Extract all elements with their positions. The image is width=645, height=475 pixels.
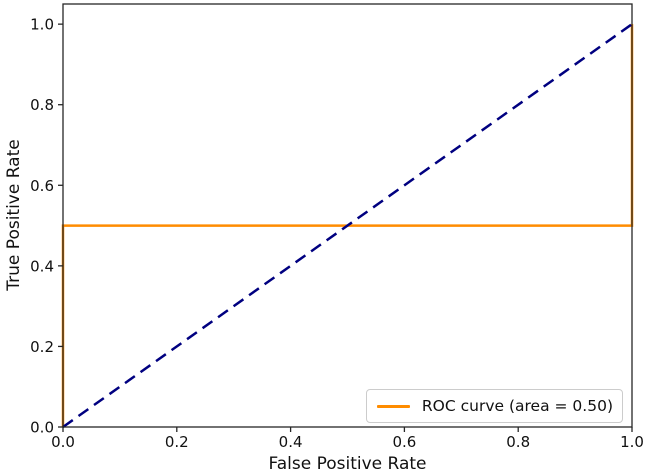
- legend-label: ROC curve (area = 0.50): [421, 397, 613, 415]
- y-tick-label: 1.0: [30, 16, 54, 34]
- legend-roc-line-sample: [376, 404, 410, 408]
- x-tick-label: 0.2: [165, 433, 189, 451]
- y-tick-label: 0.8: [30, 96, 54, 114]
- y-tick-label: 0.2: [30, 338, 54, 356]
- x-tick-label: 1.0: [620, 433, 644, 451]
- x-tick-label: 0.8: [506, 433, 530, 451]
- x-tick-label: 0.0: [51, 433, 75, 451]
- x-tick-label: 0.6: [392, 433, 416, 451]
- y-axis-label: True Positive Rate: [4, 139, 24, 291]
- x-axis-label: False Positive Rate: [268, 454, 427, 474]
- y-tick-label: 0.4: [30, 257, 54, 275]
- x-tick-label: 0.4: [279, 433, 303, 451]
- y-tick-label: 0.0: [30, 419, 54, 437]
- legend: ROC curve (area = 0.50): [365, 389, 623, 423]
- chance-diagonal-line: [62, 23, 633, 429]
- y-tick-label: 0.6: [30, 177, 54, 195]
- axes-frame: [62, 3, 633, 428]
